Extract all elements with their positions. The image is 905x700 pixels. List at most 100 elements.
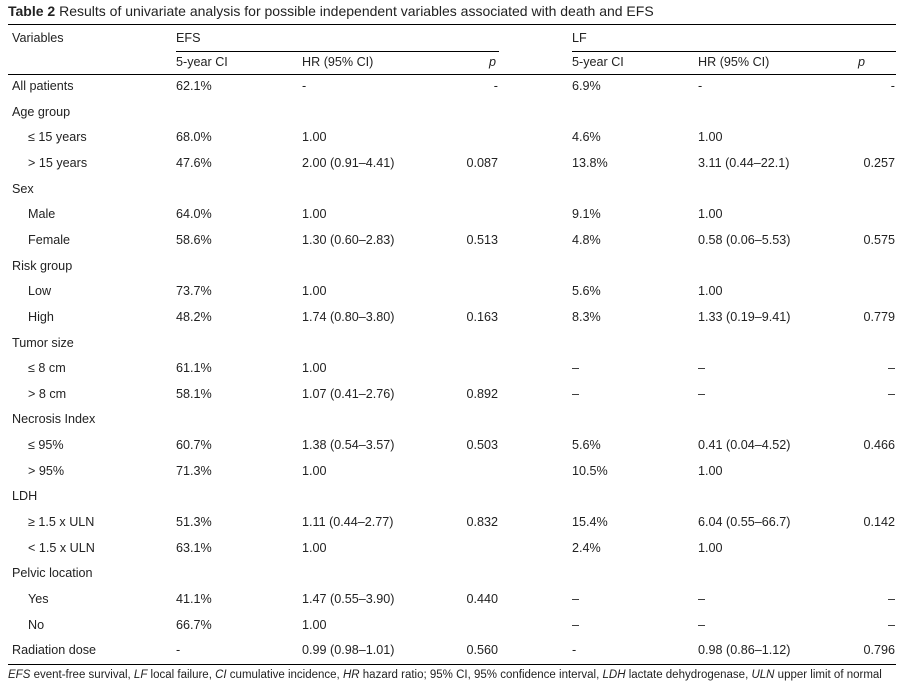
table-footnote: EFS event-free survival, LF local failur… [8, 668, 896, 682]
efs-hr-cell: 1.30 (0.60–2.83) [302, 233, 395, 247]
efs-p-cell: 0.087 [466, 156, 498, 170]
lf-p-cell: 0.779 [863, 310, 895, 324]
lf-ci-cell: 4.8% [572, 233, 601, 247]
efs-ci-cell: 47.6% [176, 156, 212, 170]
efs-p-cell: 0.163 [466, 310, 498, 324]
row-sublabel: > 8 cm [28, 387, 67, 401]
lf-hr-cell: 0.58 (0.06–5.53) [698, 233, 791, 247]
efs-hr-cell: - [302, 79, 307, 93]
lf-p-cell: 0.142 [863, 515, 895, 529]
efs-hr-cell: 1.00 [302, 361, 327, 375]
header-efs-p: p [488, 55, 496, 69]
lf-ci-cell: 10.5% [572, 464, 608, 478]
row-sublabel: > 95% [28, 464, 65, 478]
efs-p-cell: 0.440 [466, 592, 498, 606]
efs-ci-cell: 71.3% [176, 464, 212, 478]
footnote-definition: lactate dehydrogenase, [625, 669, 752, 681]
efs-ci-cell: 62.1% [176, 79, 212, 93]
efs-ci-cell: 60.7% [176, 438, 212, 452]
lf-hr-cell: 3.11 (0.44–22.1) [698, 156, 790, 170]
lf-ci-cell: – [572, 361, 580, 375]
lf-subrule [572, 51, 896, 52]
efs-p-cell: 0.832 [466, 515, 498, 529]
header-efs-ci: 5-year CI [176, 55, 228, 69]
efs-ci-cell: 73.7% [176, 284, 212, 298]
table-caption-text: Results of univariate analysis for possi… [59, 3, 654, 19]
efs-p-cell: 0.503 [466, 438, 498, 452]
lf-ci-cell: 9.1% [572, 207, 601, 221]
header-lf: LF [572, 31, 587, 45]
lf-p-cell: – [887, 592, 895, 606]
efs-hr-cell: 1.00 [302, 207, 327, 221]
row-label: Sex [12, 182, 34, 196]
row-sublabel: Low [28, 284, 52, 298]
lf-ci-cell: 13.8% [572, 156, 608, 170]
lf-hr-cell: – [698, 361, 706, 375]
lf-hr-cell: 1.00 [698, 541, 723, 555]
row-sublabel: High [28, 310, 54, 324]
footnote-definition: event-free survival, [30, 669, 134, 681]
efs-ci-cell: - [176, 643, 181, 657]
efs-p-cell: 0.513 [466, 233, 498, 247]
row-sublabel: Female [28, 233, 70, 247]
table-caption: Table 2 Results of univariate analysis f… [8, 3, 654, 19]
header-lf-p: p [857, 55, 865, 69]
lf-ci-cell: 6.9% [572, 79, 601, 93]
footnote-abbr: HR [342, 669, 360, 681]
header-efs: EFS [176, 31, 201, 45]
footnote-abbr: CI [215, 669, 227, 681]
footnote-definition: cumulative incidence, [226, 669, 343, 681]
efs-hr-cell: 1.00 [302, 541, 327, 555]
footnote-abbr: LDH [602, 669, 626, 681]
footnote-abbr: ULN [751, 669, 775, 681]
row-sublabel: ≤ 95% [28, 438, 64, 452]
lf-hr-cell: – [698, 618, 706, 632]
lf-hr-cell: 1.33 (0.19–9.41) [698, 310, 791, 324]
efs-p-cell: 0.560 [466, 643, 498, 657]
efs-hr-cell: 1.00 [302, 464, 327, 478]
lf-p-cell: – [887, 618, 895, 632]
row-label: Risk group [12, 259, 73, 273]
lf-ci-cell: 5.6% [572, 284, 601, 298]
row-label: Radiation dose [12, 643, 97, 657]
header-lf-hr: HR (95% CI) [698, 55, 770, 69]
row-label: LDH [12, 489, 38, 503]
efs-ci-cell: 64.0% [176, 207, 212, 221]
efs-hr-cell: 1.00 [302, 284, 327, 298]
lf-ci-cell: 15.4% [572, 515, 608, 529]
footnote-abbr: LF [133, 669, 148, 681]
row-sublabel: > 15 years [28, 156, 88, 170]
lf-ci-cell: 2.4% [572, 541, 601, 555]
lf-hr-cell: 1.00 [698, 284, 723, 298]
header-efs-hr: HR (95% CI) [302, 55, 374, 69]
lf-p-cell: – [887, 361, 895, 375]
lf-ci-cell: - [572, 643, 577, 657]
row-sublabel: Yes [28, 592, 49, 606]
lf-hr-cell: 6.04 (0.55–66.7) [698, 515, 791, 529]
footnote-abbr: EFS [8, 669, 31, 681]
table-caption-label: Table 2 [8, 3, 56, 19]
lf-p-cell: - [890, 79, 895, 93]
row-label: Tumor size [12, 336, 74, 350]
efs-hr-cell: 1.00 [302, 618, 327, 632]
lf-hr-cell: 0.98 (0.86–1.12) [698, 643, 791, 657]
header-lf-ci: 5-year CI [572, 55, 624, 69]
footnote-definition: upper limit of normal [774, 669, 882, 681]
efs-ci-cell: 41.1% [176, 592, 212, 606]
efs-hr-cell: 2.00 (0.91–4.41) [302, 156, 395, 170]
efs-hr-cell: 1.00 [302, 130, 327, 144]
lf-ci-cell: – [572, 618, 580, 632]
footnote-definition: local failure, [147, 669, 216, 681]
row-sublabel: Male [28, 207, 56, 221]
row-label: Necrosis Index [12, 412, 96, 426]
row-label: All patients [12, 79, 74, 93]
lf-ci-cell: 4.6% [572, 130, 601, 144]
efs-p-cell: - [493, 79, 498, 93]
top-rule [8, 24, 896, 25]
row-sublabel: ≤ 8 cm [28, 361, 66, 375]
lf-p-cell: 0.796 [863, 643, 895, 657]
efs-hr-cell: 0.99 (0.98–1.01) [302, 643, 395, 657]
row-sublabel: No [28, 618, 45, 632]
lf-hr-cell: 1.00 [698, 464, 723, 478]
lf-hr-cell: – [698, 387, 706, 401]
